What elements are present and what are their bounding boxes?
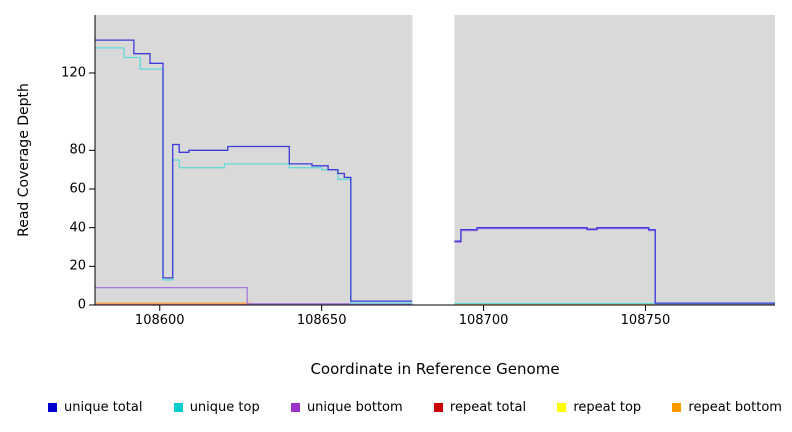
unique-total-swatch-icon (48, 403, 57, 412)
legend: unique total unique top unique bottom re… (48, 400, 782, 415)
legend-item-repeat-total: repeat total (433, 400, 527, 415)
y-tick-label: 0 (77, 297, 86, 313)
y-tick-label: 120 (61, 65, 86, 81)
legend-item-unique-top: unique top (173, 400, 260, 415)
legend-item-unique-bottom: unique bottom (290, 400, 403, 415)
y-tick-label: 80 (69, 142, 86, 158)
legend-label: unique total (64, 400, 143, 415)
legend-label: repeat bottom (688, 400, 782, 415)
legend-item-unique-total: unique total (48, 400, 142, 415)
x-tick-label: 108600 (134, 313, 185, 328)
y-tick-label: 40 (69, 220, 86, 236)
y-tick-label: 20 (69, 258, 86, 274)
y-tick-label: 60 (69, 181, 86, 197)
legend-label: unique top (189, 400, 260, 415)
unique-bottom-swatch-icon (290, 403, 300, 412)
legend-item-repeat-bottom: repeat bottom (672, 400, 782, 415)
legend-item-repeat-top: repeat top (557, 400, 641, 415)
repeat-top-swatch-icon (557, 403, 567, 412)
x-axis-label: Coordinate in Reference Genome (310, 360, 560, 378)
repeat-total-swatch-icon (433, 403, 443, 412)
x-tick-label: 108650 (296, 313, 347, 328)
x-tick-label: 108700 (458, 313, 509, 328)
x-tick-label: 108750 (620, 313, 671, 328)
legend-label: repeat top (573, 400, 642, 415)
y-axis-label: Read Coverage Depth (16, 83, 32, 237)
legend-label: repeat total (449, 400, 527, 415)
repeat-bottom-swatch-icon (672, 403, 682, 412)
legend-label: unique bottom (306, 400, 403, 415)
unique-top-swatch-icon (173, 403, 183, 412)
